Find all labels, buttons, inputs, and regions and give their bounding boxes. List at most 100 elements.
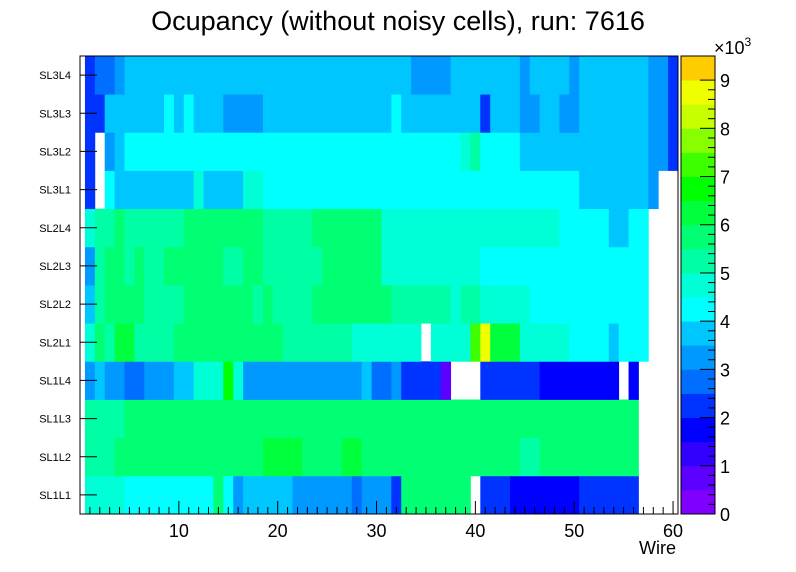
palette-swatch — [681, 417, 715, 443]
x-tick-label: 60 — [663, 521, 683, 541]
heatmap-cell — [480, 361, 491, 400]
heatmap-cell — [421, 361, 442, 400]
heatmap-cell — [460, 132, 471, 171]
heatmap-cell — [312, 285, 392, 324]
heatmap-cell — [124, 94, 165, 133]
heatmap-cell — [94, 361, 106, 400]
x-tick-label: 10 — [169, 521, 189, 541]
z-tick-label: 6 — [720, 216, 730, 236]
y-tick-label: SL3L2 — [39, 146, 71, 158]
heatmap-cell — [104, 170, 115, 210]
heatmap-cell — [272, 285, 313, 324]
heatmap-cell — [470, 323, 481, 362]
heatmap-cell — [233, 361, 244, 400]
heatmap-cell — [193, 94, 224, 133]
z-tick-label: 7 — [720, 168, 730, 188]
heatmap-cell — [648, 170, 659, 210]
heatmap-cell — [282, 323, 353, 362]
heatmap-cell — [302, 56, 372, 95]
z-tick-label: 5 — [720, 264, 730, 284]
heatmap-cell — [104, 361, 125, 400]
chart-title: Ocupancy (without noisy cells), run: 761… — [151, 6, 645, 36]
heatmap-cell — [401, 94, 461, 133]
heatmap-cell — [381, 94, 392, 133]
heatmap-cell — [223, 475, 234, 515]
heatmap-cell — [628, 170, 649, 210]
y-tick-label: SL1L1 — [39, 490, 71, 502]
z-tick-label: 8 — [720, 119, 730, 139]
heatmap-cell — [470, 56, 521, 95]
palette-swatch — [681, 297, 715, 322]
color-axis-exponent: ×103 — [714, 35, 752, 58]
x-tick-label: 20 — [268, 521, 288, 541]
x-axis-label: Wire — [639, 538, 676, 558]
heatmap-cell — [223, 361, 234, 400]
heatmap-cell — [579, 56, 649, 95]
heatmap-cell — [569, 56, 580, 95]
heatmap-cell — [361, 361, 372, 400]
heatmap-cell — [114, 208, 125, 248]
heatmap-cell — [391, 94, 402, 133]
heatmap-cell — [104, 94, 125, 133]
heatmap-cell — [94, 246, 106, 286]
heatmap-cell — [440, 361, 452, 400]
heatmap-cell — [480, 246, 511, 286]
heatmap-cell — [519, 56, 531, 95]
heatmap-cell — [134, 323, 145, 362]
y-tick-label: SL1L2 — [39, 452, 71, 464]
heatmap-cell — [114, 285, 145, 324]
heatmap-cell — [262, 94, 382, 133]
heatmap-cell — [539, 437, 639, 477]
heatmap-cell — [322, 170, 560, 210]
heatmap-cell — [381, 56, 402, 95]
heatmap-cell — [124, 132, 461, 171]
heatmap-cell — [203, 170, 244, 210]
heatmap-cell — [94, 285, 106, 324]
heatmap-cell — [559, 170, 580, 210]
heatmap-cell — [213, 475, 224, 515]
palette-swatch — [681, 321, 715, 346]
y-tick-label: SL2L4 — [39, 223, 71, 235]
z-tick-label: 0 — [720, 505, 730, 525]
heatmap-cell — [519, 94, 541, 133]
palette-swatch — [681, 393, 715, 418]
palette-swatch — [681, 80, 715, 105]
y-tick-label: SL2L3 — [39, 261, 71, 273]
heatmap-cells — [84, 56, 679, 515]
heatmap-cell — [104, 132, 115, 171]
x-tick-label: 40 — [465, 521, 485, 541]
heatmap-cell — [361, 437, 521, 477]
heatmap-cell — [401, 361, 422, 400]
x-tick-label: 50 — [564, 521, 584, 541]
heatmap-cell — [124, 56, 293, 95]
heatmap-cell — [104, 323, 115, 362]
heatmap-cell — [243, 361, 323, 400]
heatmap-cell — [252, 285, 264, 324]
heatmap-cell — [193, 361, 224, 400]
heatmap-cell — [173, 323, 284, 362]
y-tick-label: SL2L1 — [39, 337, 71, 349]
heatmap-cell — [401, 56, 412, 95]
heatmap-cell — [470, 132, 481, 171]
y-tick-label: SL3L1 — [39, 185, 71, 197]
heatmap-cell — [480, 323, 491, 362]
heatmap-cell — [579, 475, 620, 515]
y-tick-label: SL3L4 — [39, 70, 71, 82]
heatmap-cell — [628, 208, 649, 248]
palette-swatch — [681, 489, 715, 515]
palette-swatch — [681, 176, 715, 202]
heatmap-cell — [173, 94, 185, 133]
heatmap-cell — [430, 323, 471, 362]
heatmap-cell — [312, 208, 382, 248]
palette-swatch — [681, 128, 715, 153]
heatmap-cell — [628, 361, 639, 400]
heatmap-cell — [223, 94, 264, 133]
heatmap-cell — [539, 94, 560, 133]
heatmap-cell — [243, 170, 264, 210]
heatmap-cell — [539, 361, 620, 400]
x-axis: 10 20 30 40 50 60 — [89, 501, 683, 541]
heatmap-cell — [391, 475, 402, 515]
heatmap-cell — [351, 475, 363, 515]
heatmap-cell — [94, 208, 115, 248]
y-tick-label: SL1L4 — [39, 375, 71, 387]
